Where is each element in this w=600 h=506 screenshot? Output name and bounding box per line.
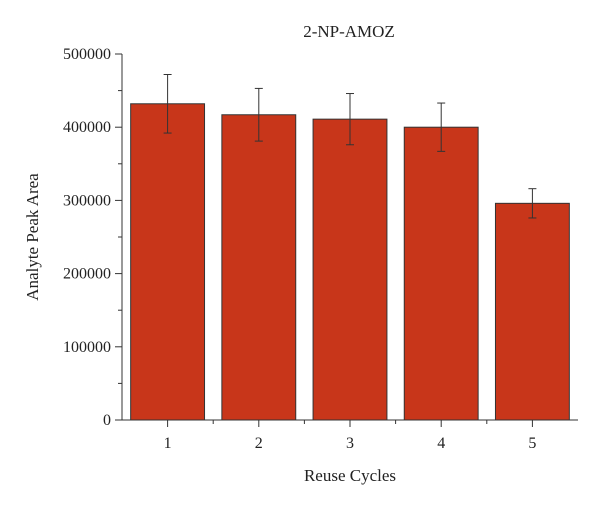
y-tick-label: 100000	[63, 339, 111, 356]
bar-5	[494, 202, 570, 421]
x-tick-label: 2	[255, 435, 263, 452]
bar-4	[403, 126, 479, 421]
y-tick-label: 0	[103, 412, 111, 429]
y-tick-label: 500000	[63, 46, 111, 63]
chart-title: 2-NP-AMOZ	[303, 22, 395, 41]
x-axis-label: Reuse Cycles	[304, 466, 396, 485]
x-tick-label: 5	[528, 435, 536, 452]
y-axis-label: Analyte Peak Area	[23, 173, 42, 301]
y-tick-label: 200000	[63, 266, 111, 283]
plot-area: 0 100000 200000 300000 400000 500000 1 2 3 4 5	[63, 46, 578, 452]
x-tick-label: 4	[437, 435, 445, 452]
x-tick-label: 1	[164, 435, 172, 452]
x-tick-label: 3	[346, 435, 354, 452]
bar-1	[130, 103, 206, 421]
bar-3	[312, 118, 388, 421]
y-tick-label: 300000	[63, 192, 111, 209]
bar-2	[221, 114, 297, 421]
y-tick-label: 400000	[63, 119, 111, 136]
